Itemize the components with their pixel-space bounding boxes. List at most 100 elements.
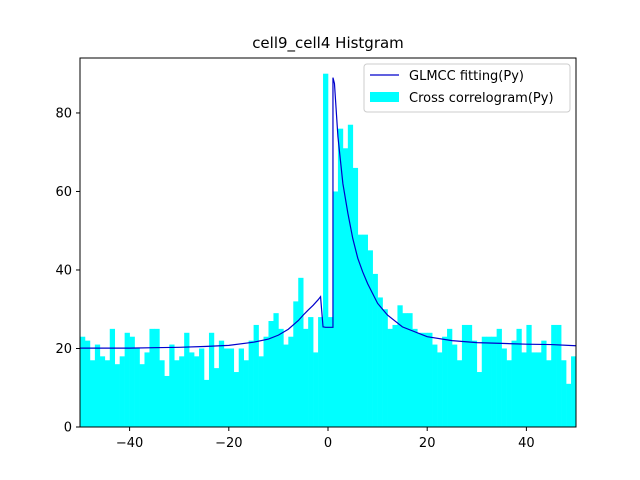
histogram-bar [442,336,448,427]
histogram-bar [456,360,463,427]
histogram-bar [159,360,165,427]
histogram-bar [328,317,334,427]
histogram-bar [432,344,438,427]
x-tick-label: −20 [215,436,242,451]
histogram-bar [352,167,359,427]
histogram-bar [437,352,443,427]
histogram-bar [139,364,145,427]
x-tick-label: 20 [419,436,436,451]
histogram-bar [149,328,155,427]
histogram-bar [208,332,215,427]
histogram-bar [218,340,225,427]
histogram-bar [154,328,160,427]
histogram-bar [84,340,91,427]
histogram-bar [541,340,547,427]
histogram-bar [412,328,418,427]
y-tick-label: 60 [55,185,72,200]
histogram-bar [134,348,140,427]
histogram-bar [342,148,349,427]
histogram-bar [546,360,552,427]
histogram-bar [536,352,542,427]
histogram-bar [89,360,96,427]
histogram-bar [223,348,230,427]
histogram-bar [506,360,512,427]
histogram-bar [347,124,354,427]
histogram-bar [129,336,135,427]
histogram-bar [556,324,562,427]
histogram-bar [511,340,517,427]
legend-fit-label: GLMCC fitting(Py) [409,69,524,84]
histogram-bar [233,372,240,427]
histogram-bar [243,360,249,427]
histogram-bar [109,328,116,427]
histogram-bar [298,277,304,427]
histogram-bar [476,372,483,427]
histogram-bar [566,383,572,427]
histogram-bar [308,317,314,427]
histogram-bar [387,328,393,427]
histogram-bar [526,324,532,427]
histogram-bar [258,356,264,427]
y-axis-ticks: 0 20 40 60 80 [55,106,80,436]
legend-histogram-label: Cross correlogram(Py) [409,91,554,106]
histogram-bar [228,348,235,427]
histogram-bar [119,356,125,427]
histogram-bar [461,324,468,427]
histogram-bar [452,344,458,427]
histogram-bar [372,273,378,427]
histogram-bar [248,340,254,427]
histogram-bar [466,324,473,427]
x-tick-label: −40 [116,436,143,451]
histogram-bar [422,332,428,427]
histogram-bar [94,344,101,427]
histogram-bar [204,379,210,427]
histogram-bar [293,301,299,427]
glmcc-fit-line [80,77,577,349]
x-tick-label: 0 [324,436,332,451]
histogram-bar [164,375,170,427]
histogram-bar [392,324,398,427]
histogram-bar [99,356,106,427]
histogram-bar [501,348,507,427]
histogram-bar [169,344,175,427]
histogram-bar [367,250,373,427]
histogram-bar [80,336,86,427]
legend: GLMCC fitting(Py) Cross correlogram(Py) [363,63,571,113]
histogram-bar [268,321,274,427]
histogram-bar [491,336,497,427]
histogram-bar [402,313,408,427]
histogram-bar [357,234,364,427]
histogram-bar [278,328,284,427]
histogram-bar [397,305,403,427]
histogram-bar [407,313,413,427]
histogram-bar [521,352,527,427]
histogram-bar [318,317,324,427]
histogram-bar [263,336,269,427]
histogram-bar [179,356,185,427]
histogram-bar [199,348,205,427]
histogram-bar [471,340,478,427]
histogram-bar [551,324,557,427]
y-tick-label: 40 [55,263,72,278]
histogram-bar [144,352,150,427]
histogram-bar [561,360,567,427]
chart-title: cell9_cell4 Histgram [252,34,404,53]
histogram-bar [194,356,200,427]
histogram-bar [481,336,488,427]
histogram-bar [571,356,577,427]
legend-histogram-swatch [370,92,399,102]
histogram-bar [332,191,339,427]
histogram-bar [447,328,453,427]
histogram-bar [377,297,383,427]
histogram-bar [238,348,244,427]
histogram-bar [174,360,180,427]
y-tick-label: 0 [64,421,72,436]
histogram-bar [486,336,492,427]
histogram-bar [184,332,190,427]
histogram-bar [427,332,433,427]
histogram-bar [516,328,522,427]
histogram-bar [337,128,344,427]
histogram-bar [303,328,309,427]
histogram-bar [273,313,279,427]
